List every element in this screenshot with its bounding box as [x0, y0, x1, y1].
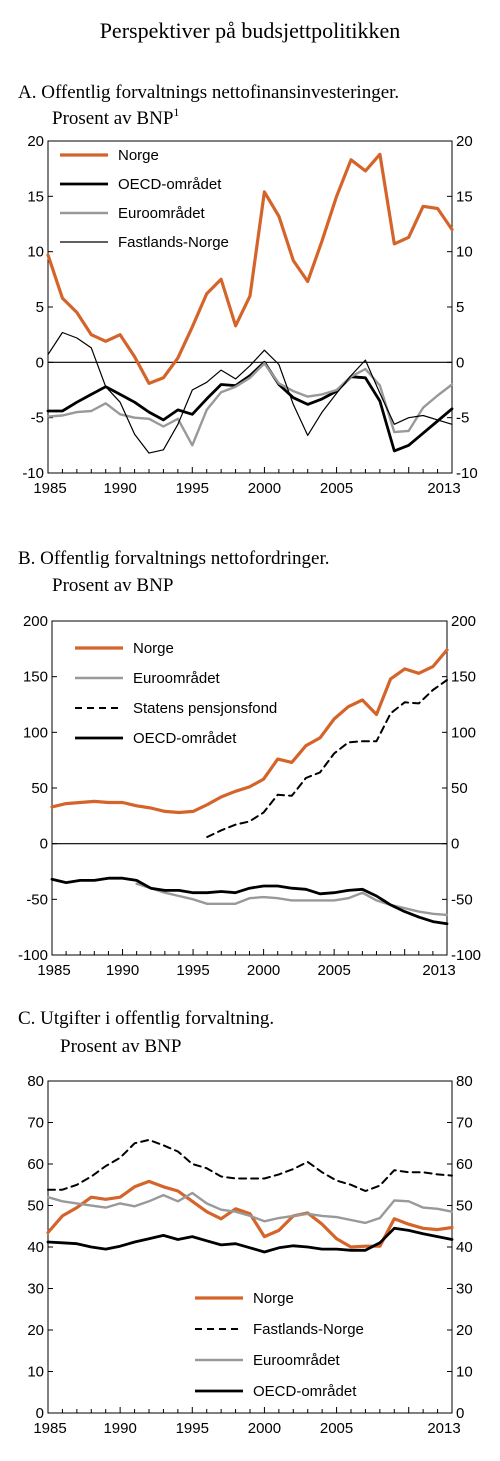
- panel-a-title-line2: Prosent av BNP1: [52, 105, 179, 129]
- y-tick-label-right: 20: [456, 133, 473, 150]
- y-tick-label-left: 100: [23, 724, 48, 741]
- y-tick-label-left: 20: [27, 133, 44, 150]
- panel-b-title-line2: Prosent av BNP: [52, 575, 173, 596]
- y-tick-label-left: 10: [27, 244, 44, 261]
- y-tick-label-left: 15: [27, 188, 44, 205]
- panel-c-title-line2: Prosent av BNP: [60, 1036, 181, 1057]
- x-tick-label: 2013: [427, 480, 460, 497]
- y-tick-label-left: -5: [31, 410, 44, 427]
- panel-c-title: C. Utgifter i offentlig forvaltning.: [18, 1008, 274, 1029]
- series-line-fastlands-norge: [47, 331, 453, 454]
- y-tick-label-right: 10: [456, 1364, 473, 1381]
- panel-a-title-sup: 1: [173, 105, 179, 119]
- legend-label: Norge: [118, 147, 159, 164]
- legend-label: Statens pensjonsfond: [133, 700, 277, 717]
- y-tick-label-left: 80: [27, 1073, 44, 1090]
- series-line-euroområdet: [46, 1191, 454, 1225]
- series-line-statens-pensjonsfond: [206, 679, 448, 838]
- x-tick-label: 1995: [176, 962, 209, 979]
- y-tick-label-right: 15: [456, 188, 473, 205]
- y-tick-label-left: 70: [27, 1115, 44, 1132]
- y-tick-label-right: 0: [451, 836, 459, 853]
- y-tick-label-right: 70: [456, 1115, 473, 1132]
- x-tick-label: 2005: [317, 962, 350, 979]
- x-tick-label: 1995: [176, 1420, 209, 1437]
- y-tick-label-right: 20: [456, 1322, 473, 1339]
- y-tick-label-right: 5: [456, 299, 464, 316]
- legend-label: Euroområdet: [253, 1352, 341, 1369]
- y-tick-label-right: -50: [451, 891, 473, 908]
- y-tick-label-left: -10: [22, 465, 44, 482]
- legend-label: Euroområdet: [118, 205, 206, 222]
- y-tick-label-left: 0: [36, 354, 44, 371]
- x-tick-label: 2000: [248, 1420, 281, 1437]
- y-tick-label-right: 200: [451, 613, 476, 630]
- legend-label: Norge: [133, 640, 174, 657]
- x-tick-label: 1990: [106, 962, 139, 979]
- series-line-norge: [46, 1179, 454, 1249]
- y-tick-label-right: 30: [456, 1281, 473, 1298]
- y-tick-label-left: 20: [27, 1322, 44, 1339]
- y-tick-label-left: 30: [27, 1281, 44, 1298]
- legend-label: OECD-området: [118, 176, 222, 193]
- y-tick-label-left: -100: [18, 947, 48, 964]
- y-tick-label-right: -100: [451, 947, 481, 964]
- legend-label: Fastlands-Norge: [253, 1321, 364, 1338]
- series-line-oecd-området: [46, 360, 454, 453]
- legend-label: OECD-området: [253, 1383, 357, 1400]
- x-tick-label: 1985: [33, 480, 66, 497]
- panel-a-title: A. Offentlig forvaltnings nettofinansinv…: [18, 82, 399, 103]
- y-tick-label-left: 5: [36, 299, 44, 316]
- series-line-norge: [50, 648, 449, 815]
- y-tick-label-right: 60: [456, 1156, 473, 1173]
- y-tick-label-left: 50: [31, 780, 48, 797]
- y-tick-label-left: 40: [27, 1239, 44, 1256]
- series-line-euroområdet: [46, 362, 454, 447]
- x-tick-label: 1990: [103, 480, 136, 497]
- y-tick-label-right: 80: [456, 1073, 473, 1090]
- y-tick-label-left: -50: [26, 891, 48, 908]
- x-tick-label: 2000: [248, 480, 281, 497]
- y-tick-label-left: 50: [27, 1198, 44, 1215]
- y-tick-label-left: 0: [36, 1405, 44, 1422]
- y-tick-label-left: 200: [23, 613, 48, 630]
- y-tick-label-right: 0: [456, 1405, 464, 1422]
- y-tick-label-left: 60: [27, 1156, 44, 1173]
- x-tick-label: 2005: [320, 1420, 353, 1437]
- y-tick-label-left: 0: [40, 836, 48, 853]
- series-line-oecd-området: [50, 876, 449, 926]
- x-tick-label: 1985: [37, 962, 70, 979]
- legend-label: Fastlands-Norge: [118, 234, 229, 251]
- y-tick-label-right: 50: [456, 1198, 473, 1215]
- x-tick-label: 2013: [427, 1420, 460, 1437]
- x-tick-label: 2013: [422, 962, 455, 979]
- legend-label: OECD-området: [133, 730, 237, 747]
- x-tick-label: 2000: [247, 962, 280, 979]
- y-tick-label-left: 10: [27, 1364, 44, 1381]
- x-tick-label: 1990: [103, 1420, 136, 1437]
- y-tick-label-right: -5: [456, 410, 469, 427]
- figure-title: Perspektiver på budsjettpolitikken: [100, 18, 401, 43]
- y-tick-label-right: -10: [456, 465, 478, 482]
- series-line-norge: [46, 152, 454, 385]
- legend-label: Norge: [253, 1290, 294, 1307]
- series-line-oecd-området: [46, 1226, 454, 1254]
- legend-label: Euroområdet: [133, 670, 221, 687]
- y-tick-label-right: 150: [451, 669, 476, 686]
- x-tick-label: 1995: [176, 480, 209, 497]
- x-tick-label: 2005: [320, 480, 353, 497]
- y-tick-label-right: 40: [456, 1239, 473, 1256]
- y-tick-label-left: 150: [23, 669, 48, 686]
- y-tick-label-right: 50: [451, 780, 468, 797]
- y-tick-label-right: 10: [456, 244, 473, 261]
- panel-b-title: B. Offentlig forvaltnings nettofordringe…: [18, 548, 330, 569]
- y-tick-label-right: 0: [456, 354, 464, 371]
- y-tick-label-right: 100: [451, 724, 476, 741]
- x-tick-label: 1985: [33, 1420, 66, 1437]
- series-line-fastlands-norge: [47, 1138, 453, 1192]
